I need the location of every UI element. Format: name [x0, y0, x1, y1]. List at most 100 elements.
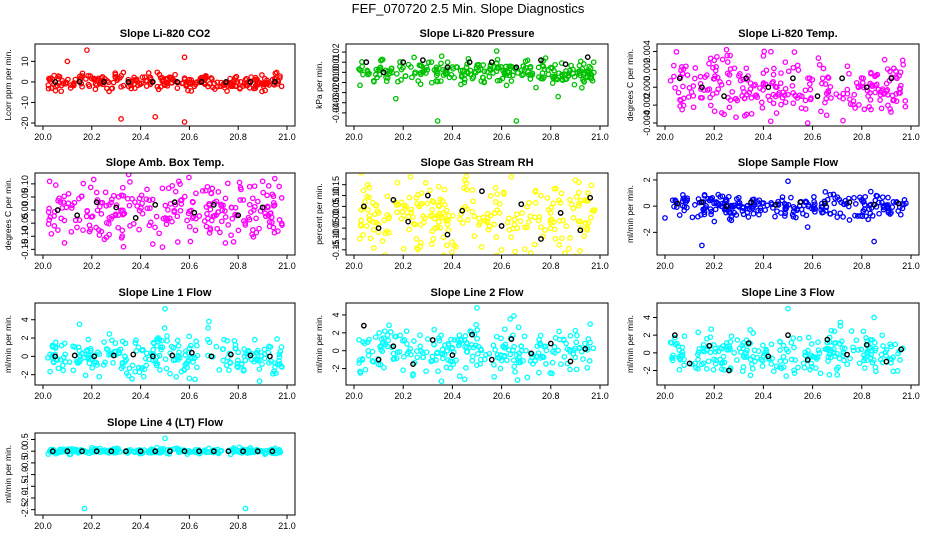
- data-point: [690, 92, 697, 99]
- y-tick-label: -0.10: [20, 226, 30, 247]
- data-point: [360, 232, 367, 238]
- data-point: [102, 359, 108, 366]
- data-point: [865, 93, 871, 99]
- data-point: [892, 341, 899, 348]
- data-point: [443, 207, 450, 214]
- x-tick-label: 20.8: [229, 132, 247, 142]
- data-point: [575, 189, 582, 196]
- chart-p3: Slope Li-820 Temp. degrees C per min. -0.0…: [625, 28, 920, 142]
- data-point: [124, 195, 131, 202]
- data-point: [365, 347, 372, 354]
- black-point: [726, 367, 732, 374]
- data-point: [790, 64, 797, 71]
- data-point: [897, 69, 904, 76]
- data-point: [695, 196, 702, 202]
- data-point: [781, 213, 788, 219]
- data-point: [575, 202, 582, 209]
- black-point: [405, 218, 412, 225]
- x-tick-label: 21.0: [902, 132, 920, 142]
- data-point: [103, 202, 110, 209]
- data-point: [120, 82, 127, 89]
- data-point: [256, 225, 262, 232]
- y-tick-label: -0.10: [331, 229, 341, 250]
- data-point: [757, 205, 764, 211]
- data-point: [580, 356, 586, 362]
- data-point: [235, 227, 242, 234]
- data-point: [708, 208, 715, 215]
- y-tick-label: -0.002: [642, 92, 652, 118]
- black-point: [169, 352, 176, 359]
- outlier-point: [834, 372, 841, 378]
- data-point: [93, 82, 100, 88]
- data-point: [515, 324, 522, 331]
- data-point: [706, 60, 712, 67]
- data-point: [584, 74, 591, 80]
- data-point: [461, 76, 468, 83]
- data-point: [692, 65, 699, 71]
- data-point: [163, 365, 170, 372]
- data-point: [434, 224, 440, 231]
- data-point: [165, 207, 171, 213]
- x-tick-label: 20.6: [493, 261, 511, 271]
- data-point: [859, 213, 866, 220]
- plot-title: Slope Line 3 Flow: [742, 287, 835, 299]
- outlier-point: [785, 178, 791, 185]
- data-point: [570, 70, 576, 77]
- data-point: [366, 212, 373, 219]
- data-point: [436, 337, 443, 344]
- data-point: [86, 222, 93, 229]
- data-point: [833, 340, 839, 346]
- data-point: [478, 346, 484, 352]
- data-point: [585, 336, 592, 342]
- data-point: [867, 354, 874, 361]
- data-point: [695, 329, 702, 336]
- data-point: [366, 184, 373, 191]
- data-point: [110, 359, 116, 366]
- data-point: [445, 227, 452, 234]
- data-point: [498, 335, 504, 342]
- data-point: [135, 344, 142, 351]
- x-tick-label: 20.6: [181, 261, 199, 271]
- data-point: [95, 349, 101, 356]
- black-point: [271, 79, 278, 85]
- data-point: [890, 368, 897, 375]
- data-point: [523, 347, 529, 354]
- data-point: [567, 235, 573, 241]
- data-point: [727, 339, 734, 345]
- data-point: [673, 204, 680, 210]
- data-point: [872, 345, 879, 352]
- data-point: [681, 207, 688, 214]
- data-point: [903, 200, 909, 207]
- data-point: [567, 366, 573, 373]
- y-tick-label: 0.000: [642, 76, 652, 99]
- black-point: [174, 79, 181, 85]
- data-point: [80, 227, 86, 233]
- data-point: [707, 349, 714, 356]
- data-point: [102, 448, 108, 455]
- data-point: [822, 346, 829, 353]
- y-tick-label: -2: [642, 228, 652, 236]
- data-point: [423, 368, 429, 375]
- data-point: [58, 82, 65, 89]
- data-point: [717, 345, 723, 351]
- data-point: [768, 341, 775, 348]
- data-point: [877, 97, 883, 103]
- black-point: [844, 351, 850, 358]
- data-point: [449, 249, 455, 255]
- data-point: [129, 375, 135, 382]
- data-point: [721, 359, 728, 366]
- data-point: [588, 214, 594, 221]
- data-point: [524, 57, 531, 64]
- data-point: [381, 328, 388, 335]
- y-tick-label: 2: [20, 336, 30, 341]
- black-point: [671, 332, 678, 339]
- data-point: [469, 75, 476, 82]
- data-point: [55, 449, 62, 456]
- data-point: [890, 199, 897, 205]
- data-point: [834, 350, 840, 357]
- data-point: [579, 84, 585, 91]
- x-tick-label: 20.2: [394, 391, 412, 401]
- data-point: [853, 79, 860, 86]
- data-point: [420, 213, 426, 219]
- data-point: [477, 361, 484, 367]
